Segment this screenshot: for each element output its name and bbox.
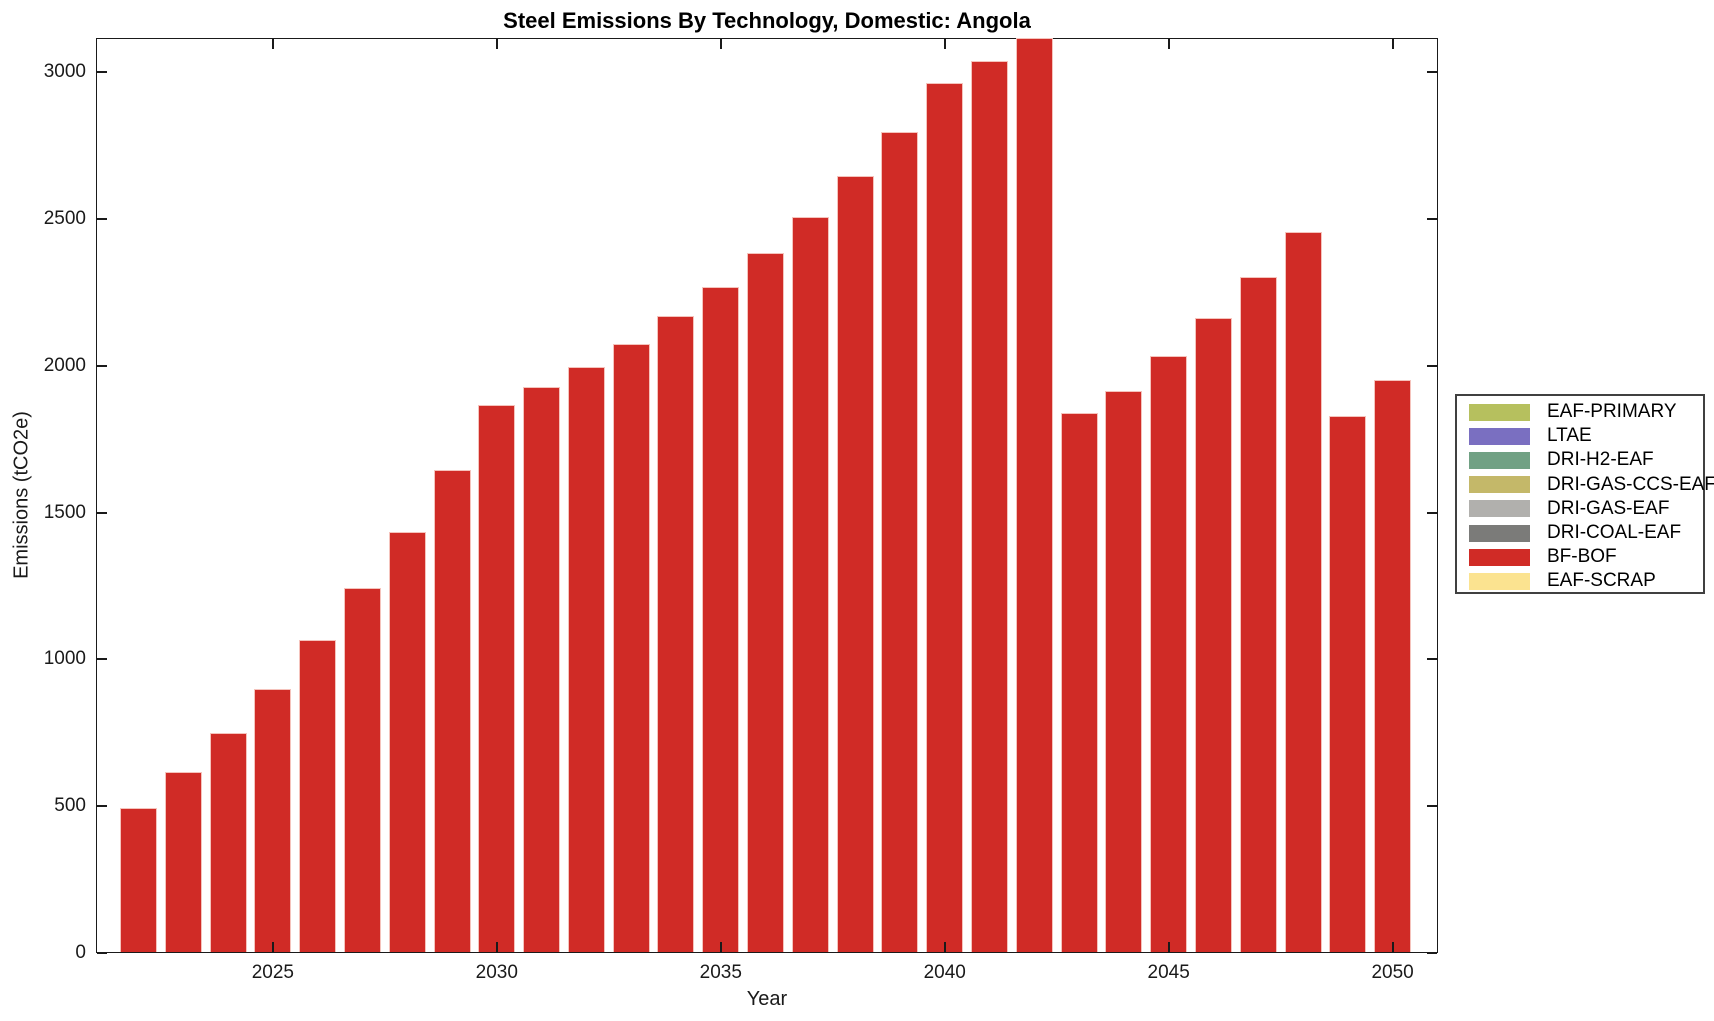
bar-2043 — [1060, 413, 1098, 952]
y-tick-label: 2500 — [43, 208, 86, 230]
x-tick-label: 2025 — [251, 962, 294, 983]
legend-item-dri-gas-ccs-eaf: DRI-GAS-CCS-EAF — [1457, 473, 1714, 497]
bar-2045 — [1150, 356, 1188, 952]
bar-2032 — [567, 367, 605, 952]
bar-2044 — [1105, 391, 1143, 952]
legend-item-bf-bof: BF-BOF — [1457, 545, 1703, 569]
bar-2039 — [881, 132, 919, 952]
bar-2022 — [120, 807, 157, 952]
bar-2047 — [1239, 277, 1277, 952]
x-tick-label: 2050 — [1371, 962, 1414, 983]
x-tick-label: 2035 — [699, 962, 742, 983]
y-tick-mark — [1427, 71, 1437, 74]
legend-label: EAF-SCRAP — [1547, 570, 1656, 592]
legend-item-dri-h2-eaf: DRI-H2-EAF — [1457, 448, 1703, 472]
x-tick-mark — [271, 942, 274, 952]
x-tick-label: 2030 — [475, 962, 518, 983]
bar-2037 — [791, 217, 829, 952]
bar-2035 — [702, 287, 740, 952]
y-tick-mark — [97, 218, 107, 221]
legend-swatch-icon — [1469, 548, 1530, 566]
bar-2029 — [433, 470, 471, 952]
bar-2038 — [836, 176, 874, 952]
y-tick-mark — [97, 511, 107, 514]
x-tick-mark — [1167, 942, 1170, 952]
y-tick-mark — [97, 71, 107, 74]
bar-2048 — [1284, 232, 1322, 952]
legend-label: DRI-GAS-EAF — [1547, 497, 1670, 519]
legend-label: BF-BOF — [1547, 546, 1617, 568]
legend-swatch-icon — [1469, 524, 1530, 542]
bar-2050 — [1374, 379, 1412, 952]
x-tick-mark — [271, 39, 274, 49]
x-tick-mark — [495, 39, 498, 49]
x-tick-mark — [1391, 39, 1394, 49]
bar-2049 — [1329, 416, 1367, 952]
legend-label: DRI-COAL-EAF — [1547, 522, 1682, 544]
x-tick-label: 2045 — [1147, 962, 1190, 983]
y-tick-label: 500 — [54, 795, 86, 817]
y-axis-label: Emissions (tCO2e) — [10, 411, 33, 579]
y-tick-label: 3000 — [43, 61, 86, 83]
legend: EAF-PRIMARY LTAE DRI-H2-EAF DRI-GAS-CCS-EAF… — [1455, 394, 1714, 594]
bar-2023 — [164, 772, 202, 952]
legend-swatch-icon — [1469, 403, 1530, 421]
bar-2027 — [343, 588, 381, 952]
x-tick-mark — [943, 39, 946, 49]
legend-item-eaf-primary: EAF-PRIMARY — [1457, 400, 1703, 424]
legend-item-ltae: LTAE — [1457, 424, 1703, 448]
y-tick-label: 0 — [75, 942, 86, 963]
y-tick-mark — [1427, 805, 1437, 808]
bar-2031 — [523, 387, 561, 952]
y-tick-label: 1500 — [43, 501, 86, 523]
bar-2025 — [254, 689, 292, 952]
x-tick-mark — [495, 942, 498, 952]
y-tick-mark — [1427, 364, 1437, 367]
y-tick-mark — [97, 805, 107, 808]
x-tick-label: 2040 — [923, 962, 966, 983]
legend-item-dri-coal-eaf: DRI-COAL-EAF — [1457, 521, 1703, 545]
x-tick-mark — [719, 942, 722, 952]
bar-2041 — [971, 61, 1008, 952]
legend-label: DRI-GAS-CCS-EAF — [1547, 473, 1714, 495]
x-tick-mark — [719, 39, 722, 49]
legend-item-eaf-scrap: EAF-SCRAP — [1457, 569, 1703, 593]
x-tick-mark — [943, 942, 946, 952]
y-tick-mark — [97, 658, 107, 661]
legend-label: EAF-PRIMARY — [1547, 401, 1677, 423]
x-axis-label: Year — [746, 988, 788, 1010]
bar-2036 — [747, 253, 785, 952]
y-tick-label: 2000 — [43, 354, 86, 376]
bar-2030 — [478, 405, 516, 952]
y-tick-mark — [1427, 658, 1437, 661]
y-tick-mark — [97, 952, 107, 954]
legend-swatch-icon — [1469, 572, 1530, 590]
legend-swatch-icon — [1469, 427, 1530, 445]
legend-label: DRI-H2-EAF — [1547, 449, 1654, 471]
bar-2026 — [299, 640, 337, 952]
x-tick-mark — [1391, 942, 1394, 952]
legend-swatch-icon — [1469, 451, 1530, 469]
y-tick-mark — [97, 364, 107, 367]
chart-title: Steel Emissions By Technology, Domestic:… — [503, 8, 1031, 33]
bar-2042 — [1015, 38, 1053, 952]
bar-2024 — [209, 733, 247, 952]
legend-swatch-icon — [1469, 476, 1530, 494]
x-tick-mark — [1167, 39, 1170, 49]
bar-2046 — [1194, 318, 1232, 952]
bar-2028 — [388, 532, 426, 952]
y-tick-mark — [1427, 218, 1437, 221]
legend-swatch-icon — [1469, 500, 1530, 518]
y-tick-mark — [1427, 952, 1437, 954]
y-tick-label: 1000 — [43, 648, 86, 670]
bar-2040 — [926, 83, 964, 952]
bar-2033 — [612, 344, 650, 952]
bar-2034 — [657, 315, 695, 952]
legend-item-dri-gas-eaf: DRI-GAS-EAF — [1457, 497, 1703, 521]
y-tick-mark — [1427, 511, 1437, 514]
legend-label: LTAE — [1547, 425, 1592, 447]
